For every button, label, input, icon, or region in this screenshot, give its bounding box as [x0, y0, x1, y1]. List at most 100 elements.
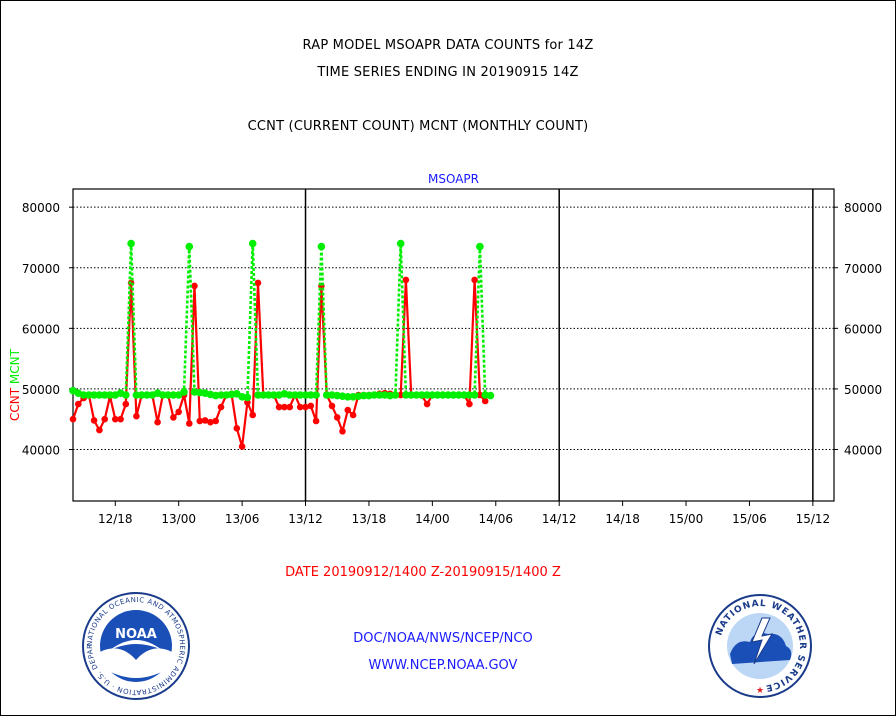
data-point-ccnt: [328, 402, 336, 410]
data-point-mcnt: [370, 391, 379, 399]
data-point-ccnt: [344, 406, 352, 414]
data-point-ccnt: [423, 400, 431, 408]
data-point-ccnt: [471, 276, 478, 284]
y-axis-label-ccnt: CCNT: [8, 384, 22, 421]
data-point-mcnt: [433, 391, 442, 399]
data-point-ccnt: [307, 402, 315, 410]
nws-logo: NATIONAL WEATHER SERVICE ★: [708, 594, 812, 698]
data-point-ccnt: [196, 417, 204, 425]
y-tick-label-right: 60000: [844, 322, 882, 336]
data-point-ccnt: [402, 276, 410, 284]
svg-text:★: ★: [756, 686, 764, 696]
x-tick-label: 12/18: [98, 512, 133, 526]
data-point-mcnt: [322, 391, 331, 399]
data-point-ccnt: [101, 415, 108, 423]
y-tick-label-right: 70000: [844, 262, 882, 276]
data-point-mcnt: [169, 391, 178, 399]
data-point-mcnt: [439, 391, 447, 399]
x-tick-label: 13/18: [352, 512, 387, 526]
data-point-ccnt: [466, 400, 473, 408]
data-point-mcnt: [476, 242, 484, 251]
y-tick-label-right: 80000: [844, 201, 882, 215]
data-point-mcnt: [396, 239, 405, 248]
data-point-mcnt: [127, 239, 135, 248]
data-point-ccnt: [397, 391, 405, 399]
data-point-mcnt: [465, 391, 474, 399]
series-line-mcnt: [72, 242, 491, 399]
data-point-ccnt: [349, 411, 357, 419]
noaa-logo: NATIONAL OCEANIC AND ATMOSPHERIC ADMINIS…: [80, 590, 190, 700]
data-point-ccnt: [339, 428, 346, 435]
credit-url[interactable]: WWW.NCEP.NOAA.GOV: [368, 658, 518, 673]
data-point-ccnt: [333, 414, 341, 421]
data-point-ccnt: [112, 415, 119, 423]
data-point-mcnt: [407, 391, 416, 399]
data-point-mcnt: [90, 391, 98, 399]
data-point-ccnt: [238, 443, 246, 450]
data-point-ccnt: [254, 279, 262, 287]
data-point-mcnt: [164, 391, 172, 399]
data-point-mcnt: [285, 391, 294, 399]
date-range: DATE 20190912/1400 Z-20190915/1400 Z: [285, 565, 561, 580]
data-point-ccnt: [207, 418, 214, 426]
y-tick-label-left: 60000: [22, 322, 60, 336]
data-point-ccnt: [312, 417, 320, 425]
data-point-ccnt: [286, 403, 294, 411]
data-point-ccnt: [296, 403, 304, 411]
data-point-mcnt: [270, 391, 278, 399]
data-point-mcnt: [312, 391, 320, 399]
data-point-mcnt: [470, 391, 479, 399]
y-tick-label-left: 70000: [22, 262, 60, 276]
data-point-mcnt: [375, 391, 384, 399]
x-tick-label: 14/00: [415, 512, 450, 526]
x-tick-label: 14/06: [478, 512, 513, 526]
data-point-mcnt: [248, 239, 257, 248]
y-tick-label-right: 40000: [844, 444, 882, 458]
chart-area: 40000 40000 50000 50000 60000 60000 70000 70000…: [8, 172, 882, 526]
data-point-mcnt: [243, 393, 252, 402]
data-point-ccnt: [75, 400, 82, 408]
y-axis-label: CCNT MCNT: [8, 348, 22, 421]
data-point-mcnt: [359, 391, 368, 400]
y-tick-label-left: 80000: [22, 201, 60, 215]
data-point-mcnt: [122, 391, 130, 399]
y-tick-label-left: 40000: [22, 444, 60, 458]
noaa-center-text: NOAA: [115, 627, 157, 642]
data-point-mcnt: [132, 391, 141, 399]
data-point-mcnt: [455, 391, 463, 399]
data-point-ccnt: [275, 403, 283, 411]
y-tick-label-left: 50000: [22, 383, 60, 397]
data-point-mcnt: [307, 391, 315, 399]
data-point-ccnt: [69, 415, 77, 423]
data-point-ccnt: [96, 426, 103, 434]
data-point-ccnt: [154, 418, 161, 426]
data-point-ccnt: [302, 403, 309, 411]
data-point-ccnt: [117, 415, 124, 423]
data-point-ccnt: [201, 417, 209, 424]
chart-station-title: MSOAPR: [428, 172, 479, 186]
chart-title-line1: RAP MODEL MSOAPR DATA COUNTS for 14Z: [302, 38, 594, 53]
data-point-mcnt: [344, 393, 352, 401]
data-point-ccnt: [233, 425, 241, 432]
data-point-mcnt: [317, 242, 326, 251]
x-tick-label: 13/06: [225, 512, 260, 526]
data-point-mcnt: [301, 391, 310, 399]
x-tick-label: 15/00: [669, 512, 704, 526]
data-point-ccnt: [170, 414, 177, 421]
data-point-mcnt: [185, 242, 194, 251]
data-point-mcnt: [79, 391, 88, 399]
data-point-mcnt: [85, 391, 93, 399]
chart-subtitle: CCNT (CURRENT COUNT) MCNT (MONTHLY COUNT…: [247, 119, 589, 134]
data-point-ccnt: [281, 403, 288, 411]
data-point-mcnt: [412, 391, 421, 399]
data-point-mcnt: [486, 391, 495, 400]
data-point-mcnt: [137, 391, 146, 399]
data-point-ccnt: [191, 282, 198, 290]
x-tick-label: 14/12: [542, 512, 577, 526]
data-point-ccnt: [212, 417, 219, 425]
data-point-ccnt: [90, 417, 98, 424]
data-point-ccnt: [186, 420, 193, 427]
credit-org: DOC/NOAA/NWS/NCEP/NCO: [353, 631, 533, 646]
data-point-mcnt: [444, 391, 453, 399]
chart-title-line2: TIME SERIES ENDING IN 20190915 14Z: [317, 65, 579, 80]
